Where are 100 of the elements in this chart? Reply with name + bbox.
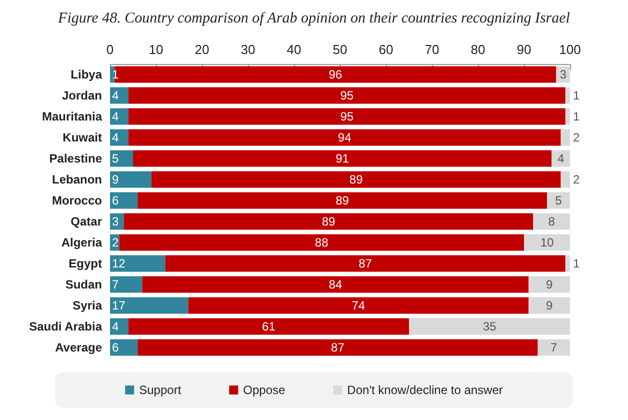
- bar: [142, 276, 529, 293]
- data-label: 7: [550, 340, 558, 354]
- bar: [114, 66, 556, 83]
- bar: [538, 339, 570, 356]
- data-label: 4: [112, 110, 119, 124]
- data-label: 3: [112, 214, 119, 228]
- bar: [565, 255, 570, 272]
- data-label: 17: [112, 298, 126, 312]
- chart-title: Figure 48. Country comparison of Arab opinion on their countries recognizing Israel: [57, 10, 570, 26]
- data-label: 12: [112, 256, 126, 270]
- bar: [110, 192, 138, 209]
- bar: [128, 318, 409, 335]
- bar: [560, 129, 570, 146]
- data-label: 9: [546, 298, 553, 312]
- bar: [528, 276, 570, 293]
- data-label: 91: [336, 152, 350, 166]
- data-label: 5: [555, 194, 562, 208]
- y-tick-label: Kuwait: [62, 130, 102, 144]
- data-label: 95: [340, 88, 354, 102]
- y-tick-label: Average: [55, 340, 102, 354]
- y-tick-label: Algeria: [61, 236, 102, 250]
- data-label: 35: [482, 320, 496, 334]
- data-label: 95: [340, 110, 354, 124]
- data-label: 2: [573, 130, 580, 144]
- legend-label: Support: [139, 383, 182, 397]
- bar: [565, 108, 570, 125]
- data-label: 3: [560, 68, 567, 82]
- x-tick-label: 50: [332, 42, 348, 57]
- y-tick-label: Sudan: [65, 278, 102, 292]
- x-tick-label: 40: [286, 42, 302, 57]
- y-tick-label: Qatar: [70, 214, 102, 228]
- x-tick-label: 30: [240, 42, 256, 57]
- x-tick-label: 90: [516, 42, 532, 57]
- y-tick-label: Libya: [70, 68, 102, 82]
- bar: [110, 297, 188, 314]
- x-tick-label: 60: [378, 42, 394, 57]
- bar: [528, 297, 570, 314]
- data-label: 10: [540, 236, 554, 250]
- y-tick-label: Lebanon: [52, 172, 102, 186]
- data-label: 4: [112, 320, 119, 334]
- bar: [128, 87, 566, 104]
- data-label: 74: [352, 298, 366, 312]
- data-label: 89: [322, 214, 336, 228]
- data-label: 9: [112, 172, 119, 186]
- legend-label: Don't know/decline to answer: [347, 383, 503, 397]
- data-label: 4: [557, 152, 564, 166]
- y-tick-label: Morocco: [52, 194, 102, 208]
- data-label: 1: [573, 110, 580, 124]
- y-tick-label: Saudi Arabia: [29, 320, 102, 334]
- bar: [128, 129, 561, 146]
- bar: [119, 234, 524, 251]
- data-label: 4: [112, 130, 119, 144]
- bar: [110, 255, 166, 272]
- bar: [409, 318, 570, 335]
- data-label: 8: [548, 214, 556, 228]
- bar: [188, 297, 529, 314]
- data-label: 84: [328, 278, 342, 292]
- x-tick-label: 0: [106, 42, 114, 57]
- bar: [110, 171, 152, 188]
- data-label: 1: [573, 256, 580, 270]
- data-label: 61: [262, 320, 276, 334]
- bar: [128, 108, 566, 125]
- data-label: 7: [112, 278, 119, 292]
- data-label: 1: [573, 88, 580, 102]
- bar: [524, 234, 570, 251]
- bar: [565, 87, 570, 104]
- bar: [124, 213, 534, 230]
- x-tick-label: 80: [470, 42, 486, 57]
- x-tick-label: 10: [148, 42, 164, 57]
- data-label: 89: [349, 172, 364, 186]
- data-label: 87: [358, 256, 372, 270]
- bar: [138, 339, 538, 356]
- bar: [138, 192, 547, 209]
- y-tick-label: Syria: [72, 298, 102, 312]
- data-label: 96: [328, 68, 342, 82]
- x-tick-label: 20: [194, 42, 210, 57]
- y-tick-label: Mauritania: [42, 110, 102, 124]
- data-label: 94: [338, 130, 352, 144]
- bar: [560, 171, 570, 188]
- bar: [133, 150, 552, 167]
- data-label: 87: [331, 340, 345, 354]
- x-tick-label: 100: [559, 42, 581, 57]
- data-label: 6: [112, 194, 119, 208]
- y-tick-label: Egypt: [68, 256, 102, 270]
- legend-label: Oppose: [243, 383, 286, 397]
- data-label: 2: [573, 172, 580, 186]
- x-tick-label: 70: [424, 42, 440, 57]
- y-tick-label: Palestine: [49, 152, 102, 166]
- data-label: 88: [314, 236, 329, 250]
- bar: [151, 171, 561, 188]
- y-tick-label: Jordan: [62, 88, 102, 102]
- data-label: 9: [546, 278, 553, 292]
- bar: [165, 255, 566, 272]
- bar: [110, 339, 138, 356]
- data-label: 6: [112, 340, 119, 354]
- data-label: 4: [112, 88, 119, 102]
- bar: [533, 213, 570, 230]
- data-label: 2: [112, 236, 119, 250]
- data-label: 89: [336, 194, 350, 208]
- bar: [110, 276, 142, 293]
